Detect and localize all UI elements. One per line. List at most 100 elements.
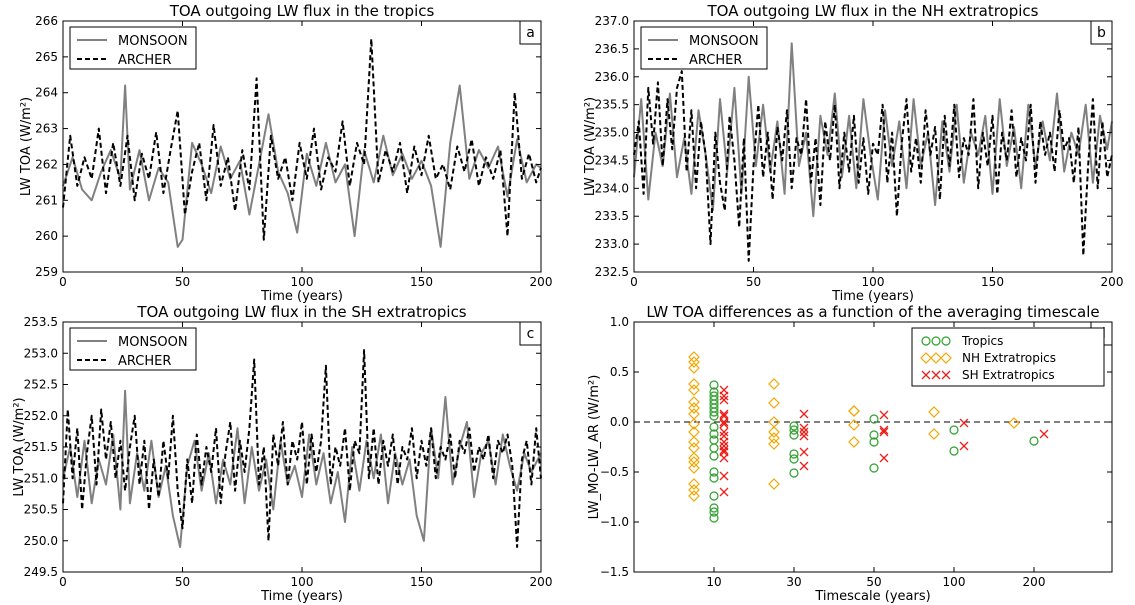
x-tick-label: 100 bbox=[862, 275, 885, 289]
y-tick-label: 262 bbox=[35, 157, 58, 171]
x-tick-label: 200 bbox=[530, 275, 553, 289]
series-line-monsoon bbox=[633, 42, 1113, 218]
x-tick-label: 50 bbox=[175, 575, 190, 589]
tropics-point bbox=[869, 414, 879, 424]
x-axis-label: Time (years) bbox=[831, 289, 914, 304]
sh-point bbox=[719, 453, 729, 463]
nh-point bbox=[688, 436, 700, 448]
sh-point bbox=[799, 409, 809, 419]
x-tick-label: 100 bbox=[943, 575, 966, 589]
y-tick-label: 235.0 bbox=[595, 126, 629, 140]
nh-point bbox=[688, 378, 700, 390]
x-tick-label: 50 bbox=[866, 575, 881, 589]
legend-box bbox=[69, 327, 197, 371]
series-line-archer bbox=[62, 349, 542, 548]
y-tick-label: 259 bbox=[35, 265, 58, 279]
legend-label: MONSOON bbox=[118, 335, 188, 350]
sh-point bbox=[1039, 429, 1049, 439]
x-axis-label: Timescale (years) bbox=[814, 589, 930, 604]
y-tick-label: 252.0 bbox=[24, 409, 58, 423]
sh-point bbox=[719, 417, 729, 427]
sh-point bbox=[719, 395, 729, 405]
legend-label: SH Extratropics bbox=[962, 368, 1055, 382]
x-axis-label: Time (years) bbox=[260, 589, 343, 604]
chart-title: TOA outgoing LW flux in the tropics bbox=[169, 2, 435, 20]
nh-point bbox=[768, 478, 780, 490]
y-tick-label: 233.5 bbox=[595, 209, 629, 223]
nh-point bbox=[688, 384, 700, 396]
sh-point bbox=[879, 410, 889, 420]
legend-marker bbox=[940, 352, 952, 364]
x-tick-label: 200 bbox=[1101, 275, 1124, 289]
y-axis-label: LW_MO-LW_AR (W/m²) bbox=[587, 375, 602, 520]
panel-letter: c bbox=[527, 326, 535, 342]
y-tick-label: 261 bbox=[35, 193, 58, 207]
y-tick-label: 252.5 bbox=[24, 378, 58, 392]
sh-point bbox=[799, 461, 809, 471]
series-line-archer bbox=[633, 70, 1113, 262]
x-tick-label: 150 bbox=[410, 275, 433, 289]
panel-letter-box bbox=[519, 321, 542, 346]
nh-point bbox=[928, 406, 940, 418]
x-tick-label: 10 bbox=[706, 575, 721, 589]
tropics-point bbox=[709, 411, 719, 421]
sh-point bbox=[719, 437, 729, 447]
x-tick-label: 200 bbox=[530, 575, 553, 589]
y-tick-label: 233.0 bbox=[595, 237, 629, 251]
y-tick-label: 263 bbox=[35, 122, 58, 136]
tropics-point bbox=[709, 491, 719, 501]
nh-point bbox=[688, 418, 700, 430]
sh-point bbox=[719, 391, 729, 401]
y-tick-label: 251.0 bbox=[24, 471, 58, 485]
y-axis-label: LW TOA (W/m²) bbox=[583, 97, 598, 196]
y-tick-label: 236.0 bbox=[595, 70, 629, 84]
y-tick-label: 0.5 bbox=[610, 365, 629, 379]
tropics-point bbox=[869, 463, 879, 473]
tropics-point bbox=[789, 425, 799, 435]
panel-c: 0 50 100 150 200 249.5 250.0 250.5 251.0 251.5 252… bbox=[12, 303, 552, 604]
nh-point bbox=[768, 378, 780, 390]
tropics-point bbox=[709, 513, 719, 523]
y-tick-label: 235.5 bbox=[595, 98, 629, 112]
sh-point bbox=[719, 471, 729, 481]
plot-frame bbox=[633, 321, 1113, 573]
nh-point bbox=[688, 351, 700, 363]
nh-point bbox=[688, 402, 700, 414]
chart-title: TOA outgoing LW flux in the SH extratrop… bbox=[136, 303, 466, 321]
tropics-point bbox=[709, 467, 719, 477]
nh-point bbox=[688, 484, 700, 496]
y-tick-label: 236.5 bbox=[595, 42, 629, 56]
y-axis-label: LW TOA (W/m²) bbox=[19, 97, 34, 196]
tropics-point bbox=[789, 454, 799, 464]
legend-label: NH Extratropics bbox=[962, 351, 1056, 365]
series-line-monsoon bbox=[62, 84, 542, 248]
x-axis-label: Time (years) bbox=[260, 289, 343, 304]
nh-point bbox=[688, 356, 700, 368]
nh-point bbox=[688, 442, 700, 454]
y-tick-label: 232.5 bbox=[595, 265, 629, 279]
sh-point bbox=[719, 409, 729, 419]
y-tick-label: 250.5 bbox=[24, 503, 58, 517]
tropics-point bbox=[709, 407, 719, 417]
y-tick-label: 253.0 bbox=[24, 346, 58, 360]
panel-letter-box bbox=[519, 20, 542, 45]
y-tick-label: 1.0 bbox=[610, 315, 629, 329]
y-tick-label: 250.0 bbox=[24, 534, 58, 548]
sh-point bbox=[799, 431, 809, 441]
tropics-point bbox=[709, 451, 719, 461]
tropics-point bbox=[949, 425, 959, 435]
nh-point bbox=[768, 438, 780, 450]
tropics-point bbox=[789, 421, 799, 431]
sh-point bbox=[799, 427, 809, 437]
nh-point bbox=[688, 396, 700, 408]
nh-point bbox=[688, 408, 700, 420]
nh-point bbox=[688, 452, 700, 464]
y-tick-label: 249.5 bbox=[24, 565, 58, 579]
legend-label: ARCHER bbox=[118, 354, 171, 369]
x-tick-label: 200 bbox=[1023, 575, 1046, 589]
sh-point bbox=[879, 427, 889, 437]
tropics-point bbox=[789, 430, 799, 440]
y-tick-label: −0.5 bbox=[600, 465, 629, 479]
legend-label: ARCHER bbox=[689, 53, 742, 68]
